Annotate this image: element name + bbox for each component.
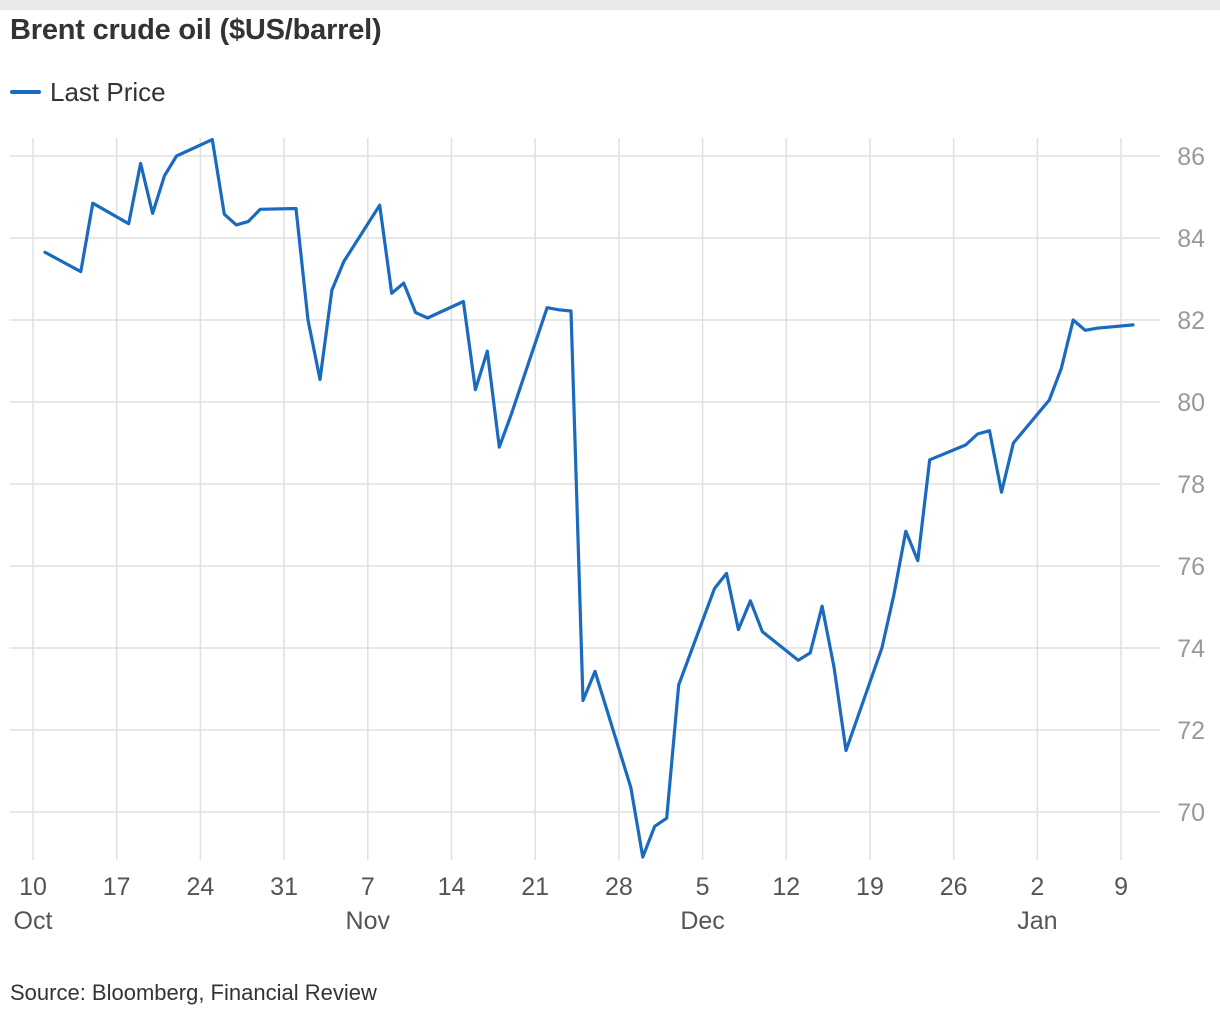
x-tick-label-7: 7 [361, 873, 375, 901]
x-tick-label-17: 17 [103, 873, 131, 901]
y-tick-label-82: 82 [1177, 307, 1205, 335]
legend-label-last-price: Last Price [50, 76, 166, 107]
y-tick-label-72: 72 [1177, 717, 1205, 745]
legend[interactable]: Last Price [10, 76, 166, 108]
x-tick-label-5: 5 [696, 873, 710, 901]
x-tick-label-19: 19 [856, 873, 884, 901]
y-tick-label-76: 76 [1177, 553, 1205, 581]
line-chart: 70 72 74 76 78 80 82 84 86 10 Oct 17 24 31 7 Nov 14 21 28 5… [10, 138, 1205, 935]
x-tick-label-10: 10 [19, 873, 47, 901]
x-month-label-oct: Oct [14, 907, 53, 935]
x-tick-label-9: 9 [1114, 873, 1128, 901]
y-tick-label-86: 86 [1177, 143, 1205, 171]
x-tick-label-24: 24 [186, 873, 214, 901]
y-tick-label-78: 78 [1177, 471, 1205, 499]
x-tick-label-21: 21 [521, 873, 549, 901]
x-tick-label-31: 31 [270, 873, 298, 901]
x-tick-label-12: 12 [772, 873, 800, 901]
chart-title: Brent crude oil ($US/barrel) [10, 14, 382, 46]
x-tick-label-2: 2 [1030, 873, 1044, 901]
y-tick-label-70: 70 [1177, 799, 1205, 827]
y-tick-label-74: 74 [1177, 635, 1205, 663]
x-tick-label-26: 26 [940, 873, 968, 901]
y-tick-label-80: 80 [1177, 389, 1205, 417]
x-tick-label-28: 28 [605, 873, 633, 901]
x-tick-label-14: 14 [438, 873, 466, 901]
series-line-last-price [43, 138, 1135, 859]
x-month-label-jan: Jan [1017, 907, 1057, 935]
y-tick-label-84: 84 [1177, 225, 1205, 253]
legend-line-swatch-icon [10, 90, 41, 94]
x-month-label-nov: Nov [346, 907, 391, 935]
x-month-label-dec: Dec [680, 907, 724, 935]
source-note: Source: Bloomberg, Financial Review [10, 980, 377, 1005]
